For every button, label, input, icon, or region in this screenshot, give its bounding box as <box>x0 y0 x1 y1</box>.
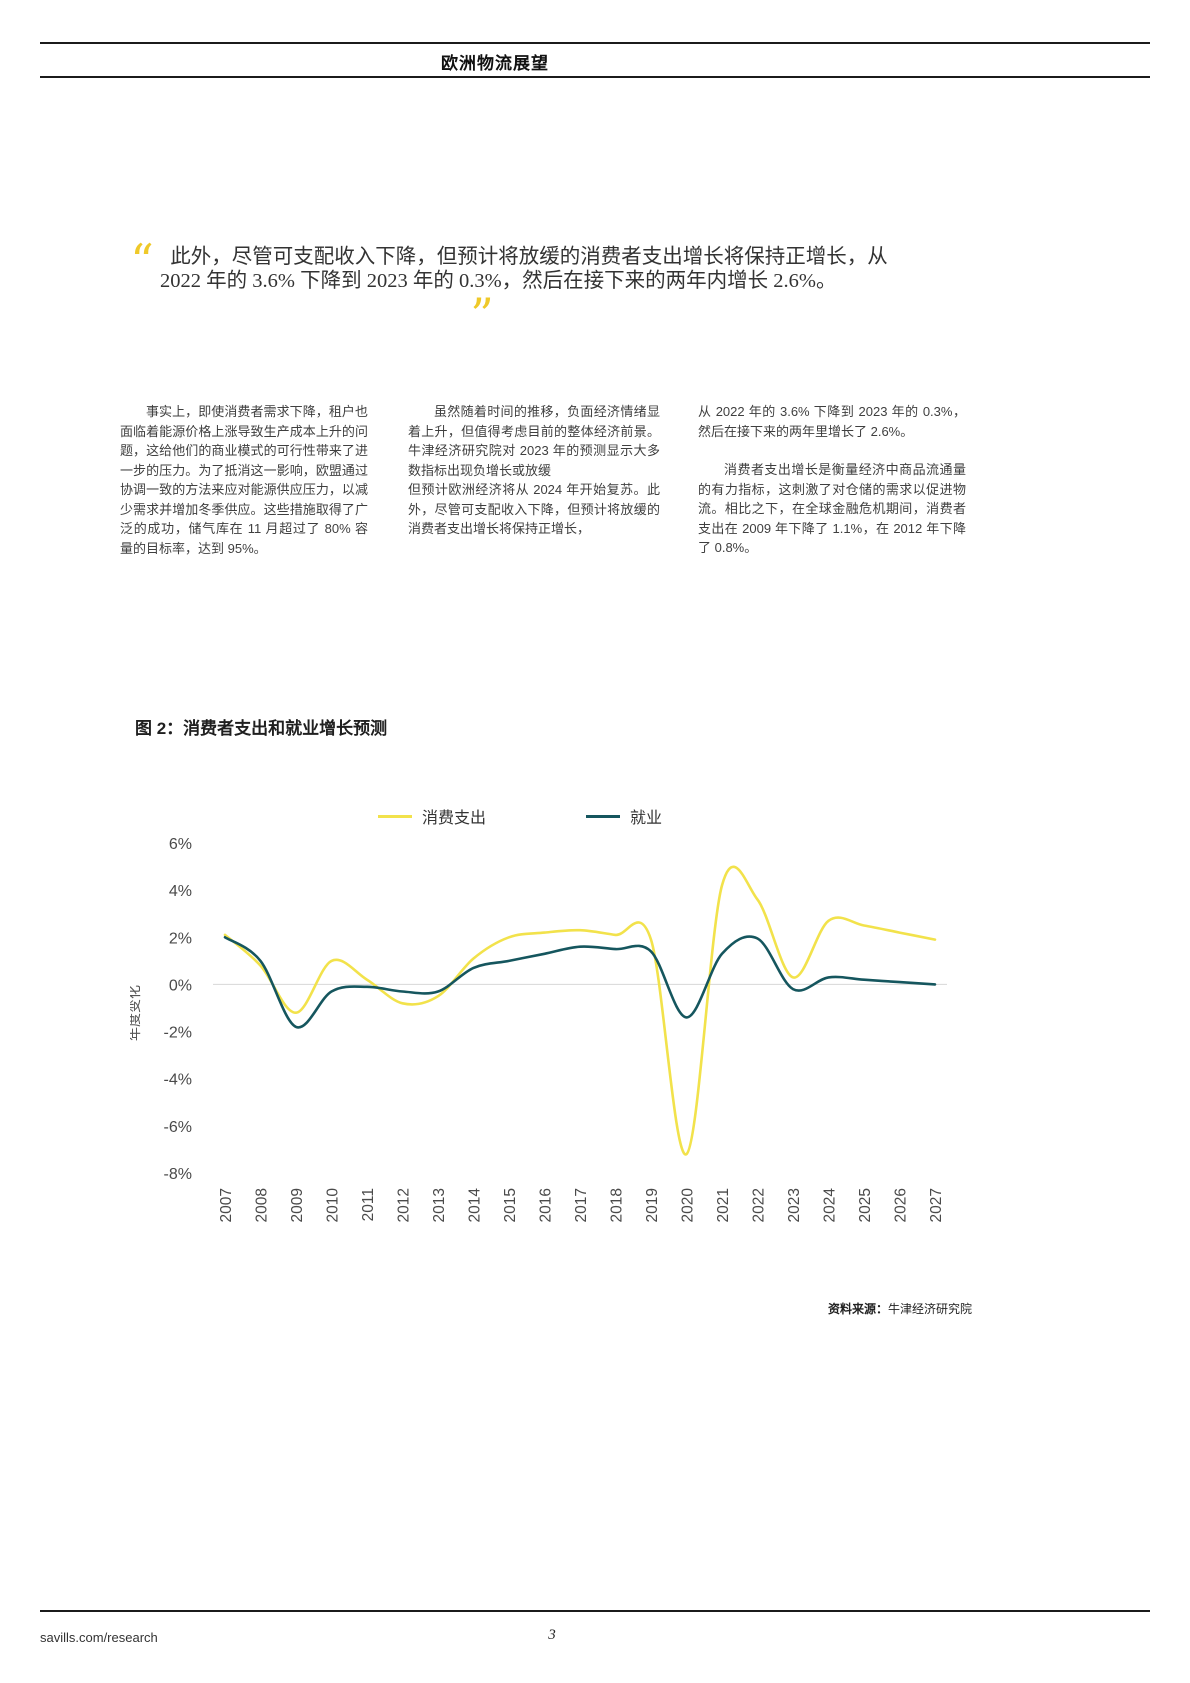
legend-item-consumer-spending: 消费支出 <box>377 804 486 828</box>
x-tick-label: 2023 <box>786 1188 803 1222</box>
legend-item-employment: 就业 <box>586 804 662 828</box>
x-tick-label: 2012 <box>396 1188 413 1222</box>
series-line-consumer-spending <box>223 865 937 1156</box>
body-column-2: 虽然随着时间的推移，负面经济情绪显着上升，但值得考虑目前的整体经济前景。牛津经济… <box>408 402 660 539</box>
paragraph: 但预计欧洲经济将从 2024 年开始复苏。此外，尽管可支配收入下降，但预计将放缓… <box>408 482 660 536</box>
consumer-spending-line-swatch <box>377 814 412 818</box>
open-quote-icon: “ <box>130 234 154 288</box>
employment-line-swatch <box>586 814 620 818</box>
x-tick-label: 2018 <box>609 1188 626 1222</box>
line-chart-canvas: 6% 4% 2% 0% -2% -4% -6% -8% 2007 2008 2009 2010 2011… <box>130 836 947 1223</box>
x-tick-label: 2009 <box>289 1188 306 1222</box>
y-axis-title: 年度变化 <box>130 985 142 1041</box>
paragraph: 虽然随着时间的推移，负面经济情绪显着上升，但值得考虑目前的整体经济前景。牛津经济… <box>408 404 660 478</box>
chart-legend: 消费支出 就业 <box>100 804 940 828</box>
research-link[interactable]: savills.com/research <box>40 1630 158 1645</box>
x-tick-label: 2013 <box>431 1188 448 1222</box>
paragraph: 从 2022 年的 3.6% 下降到 2023 年的 0.3%，然后在接下来的两… <box>698 404 966 439</box>
x-tick-label: 2025 <box>857 1188 874 1222</box>
paragraph: 事实上，即使消费者需求下降，租户也面临着能源价格上涨导致生产成本上升的问题，这给… <box>120 404 368 556</box>
x-tick-label: 2014 <box>467 1188 484 1223</box>
y-tick-label: -8% <box>164 1166 192 1183</box>
y-tick-label: -4% <box>164 1072 192 1089</box>
x-tick-label: 2010 <box>325 1188 342 1223</box>
x-tick-label: 2011 <box>360 1188 377 1221</box>
y-tick-label: -6% <box>164 1119 192 1136</box>
source-label: 资料来源： <box>828 1302 889 1316</box>
x-tick-label: 2007 <box>218 1188 235 1222</box>
page-title: 欧洲物流展望 <box>441 54 549 73</box>
figure-title: 图 2：消费者支出和就业增长预测 <box>135 719 388 738</box>
legend-label-consumer-spending: 消费支出 <box>421 810 486 827</box>
x-tick-label: 2019 <box>644 1188 661 1222</box>
footer-rule <box>40 1610 1150 1612</box>
x-tick-label: 2022 <box>751 1188 768 1222</box>
series-line-employment <box>223 935 937 1029</box>
legend-label-employment: 就业 <box>630 810 663 827</box>
paragraph: 消费者支出增长是衡量经济中商品流通量的有力指标，这刺激了对仓储的需求以促进物流。… <box>698 462 966 555</box>
x-tick-label: 2027 <box>928 1188 945 1222</box>
x-tick-label: 2008 <box>254 1188 271 1222</box>
x-tick-label: 2026 <box>893 1188 910 1222</box>
pull-quote: “ 此外，尽管可支配收入下降，但预计将放缓的消费者支出增长将保持正增长，从 20… <box>130 238 928 338</box>
x-tick-label: 2016 <box>538 1188 555 1222</box>
header-rule-top <box>40 42 1150 44</box>
y-tick-label: 6% <box>169 836 192 853</box>
y-tick-label: 2% <box>169 930 192 947</box>
body-column-3: 从 2022 年的 3.6% 下降到 2023 年的 0.3%，然后在接下来的两… <box>698 402 966 558</box>
x-tick-label: 2021 <box>715 1188 732 1222</box>
header-rule-bottom <box>40 76 1150 78</box>
x-tick-label: 2020 <box>680 1188 697 1223</box>
pull-quote-text: 此外，尽管可支配收入下降，但预计将放缓的消费者支出增长将保持正增长，从 2022… <box>160 246 888 292</box>
y-tick-label: 0% <box>169 977 192 994</box>
y-tick-label: -2% <box>164 1025 192 1042</box>
x-tick-label: 2015 <box>502 1188 519 1222</box>
chart-source: 资料来源：牛津经济研究院 <box>828 1300 972 1317</box>
body-column-1: 事实上，即使消费者需求下降，租户也面临着能源价格上涨导致生产成本上升的问题，这给… <box>120 402 368 558</box>
y-tick-label: 4% <box>169 883 192 900</box>
figure-2-chart: 消费支出 就业 6% 4% 2% 0% -2% -4% -6% -8% 2007 2008 2009… <box>130 798 970 1263</box>
close-quote-icon: ” <box>470 288 494 342</box>
x-tick-label: 2017 <box>573 1188 590 1222</box>
x-tick-label: 2024 <box>822 1188 839 1223</box>
page-number: 3 <box>548 1627 556 1643</box>
source-value: 牛津经济研究院 <box>888 1302 973 1316</box>
